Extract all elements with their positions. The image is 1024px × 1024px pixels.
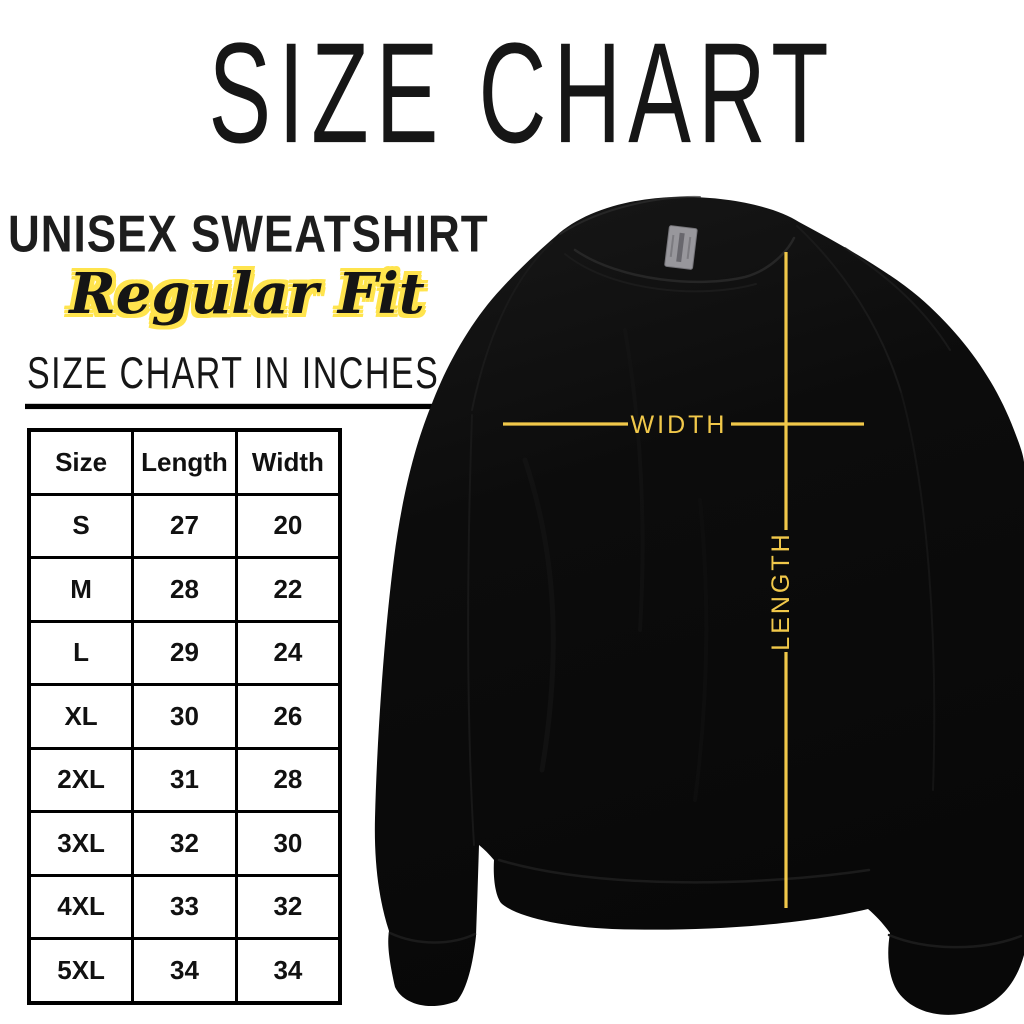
width-cell: 28 xyxy=(234,746,342,813)
page-title: SIZE CHART xyxy=(208,12,836,173)
length-cell: 31 xyxy=(131,746,238,813)
width-label: WIDTH xyxy=(631,411,728,439)
size-cell: S xyxy=(27,492,135,559)
col-header-width: Width xyxy=(234,428,342,496)
length-cell: 28 xyxy=(131,556,238,623)
size-cell: L xyxy=(27,619,135,686)
length-cell: 29 xyxy=(131,619,238,686)
table-row: M 28 22 xyxy=(27,556,342,623)
length-cell: 27 xyxy=(131,492,238,559)
size-cell: 5XL xyxy=(27,937,135,1004)
table-row: L 29 24 xyxy=(27,619,342,686)
neck-tag xyxy=(664,225,698,270)
size-cell: 4XL xyxy=(27,873,135,940)
garment-seams xyxy=(388,195,1023,949)
width-cell: 34 xyxy=(234,937,342,1004)
size-cell: XL xyxy=(27,683,135,750)
table-heading: SIZE CHART IN INCHES xyxy=(25,351,446,410)
width-cell: 30 xyxy=(234,810,342,877)
size-table: Size Length Width S 27 20 M 28 22 L 29 2… xyxy=(27,428,342,1005)
table-row: XL 30 26 xyxy=(27,683,342,750)
sweatshirt-silhouette xyxy=(374,196,1024,1015)
width-cell: 20 xyxy=(234,492,342,559)
col-header-size: Size xyxy=(27,428,135,496)
table-row: S 27 20 xyxy=(27,492,342,559)
width-cell: 24 xyxy=(234,619,342,686)
table-row: 5XL 34 34 xyxy=(27,937,342,1004)
table-row: 3XL 32 30 xyxy=(27,810,342,877)
length-cell: 30 xyxy=(131,683,238,750)
length-cell: 32 xyxy=(131,810,238,877)
col-header-length: Length xyxy=(131,428,238,496)
size-table-header-row: Size Length Width xyxy=(27,428,342,496)
length-cell: 34 xyxy=(131,937,238,1004)
product-fit-label: Regular Fit xyxy=(69,261,425,327)
sweatshirt-diagram: WIDTH LENGTH xyxy=(374,195,1024,1015)
size-cell: 2XL xyxy=(27,746,135,813)
size-cell: 3XL xyxy=(27,810,135,877)
width-cell: 22 xyxy=(234,556,342,623)
table-row: 4XL 33 32 xyxy=(27,873,342,940)
table-row: 2XL 31 28 xyxy=(27,746,342,813)
measurement-lines xyxy=(503,252,864,908)
length-cell: 33 xyxy=(131,873,238,940)
product-name: UNISEX SWEATSHIRT xyxy=(8,205,489,264)
width-cell: 26 xyxy=(234,683,342,750)
size-cell: M xyxy=(27,556,135,623)
length-label: LENGTH xyxy=(767,531,795,650)
width-cell: 32 xyxy=(234,873,342,940)
